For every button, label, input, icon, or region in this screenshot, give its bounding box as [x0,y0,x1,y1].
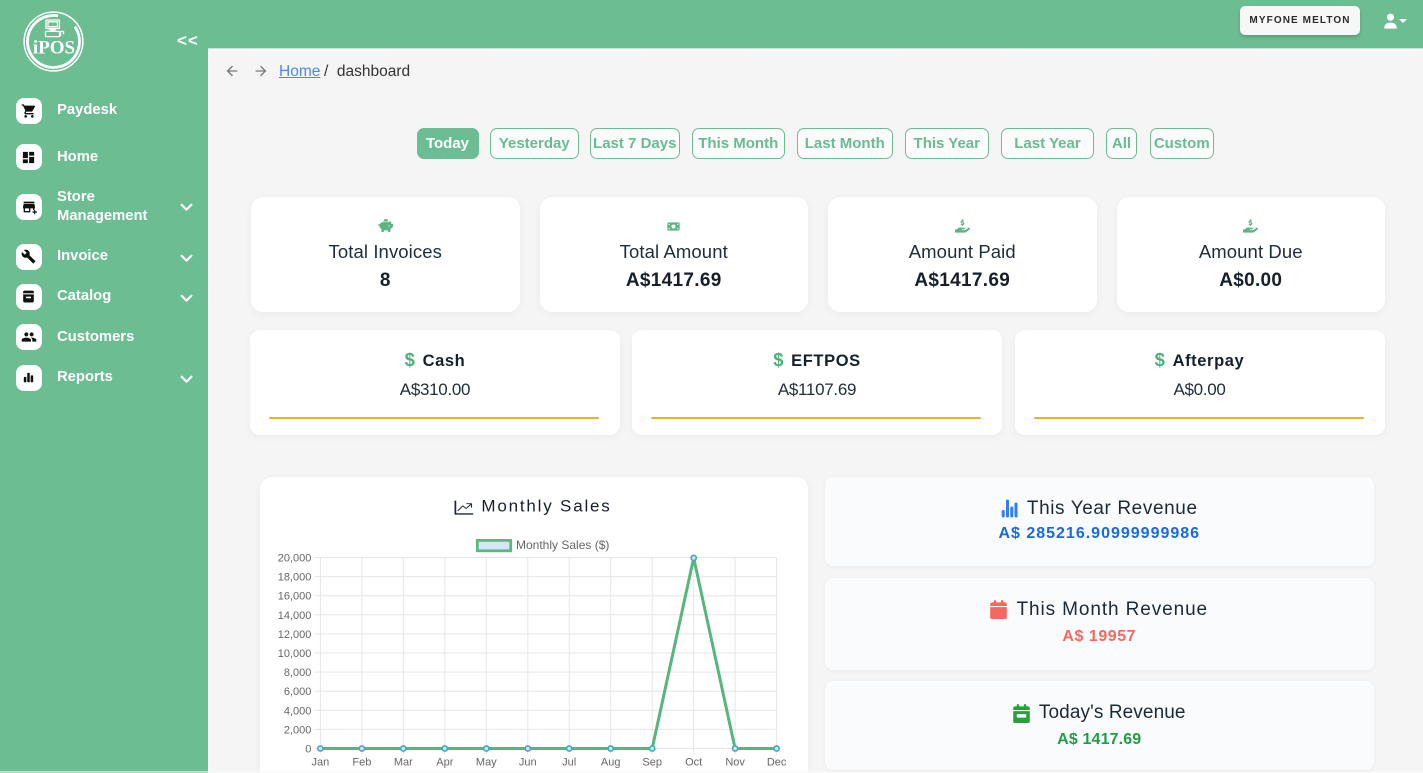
svg-text:May: May [475,757,496,769]
svg-text:Sep: Sep [642,757,662,769]
svg-text:20,000: 20,000 [277,553,311,565]
svg-text:18,000: 18,000 [277,572,311,584]
svg-text:Aug: Aug [600,757,620,769]
svg-text:Nov: Nov [725,757,745,769]
svg-text:16,000: 16,000 [277,591,311,603]
svg-text:12,000: 12,000 [277,629,311,641]
svg-text:Jul: Jul [562,757,576,769]
svg-text:2,000: 2,000 [283,724,311,736]
svg-text:Feb: Feb [352,757,371,769]
svg-text:Apr: Apr [436,757,453,769]
svg-text:4,000: 4,000 [283,705,311,717]
svg-text:Monthly Sales ($): Monthly Sales ($) [516,538,609,552]
svg-text:6,000: 6,000 [283,686,311,698]
svg-text:Monthly Sales: Monthly Sales [481,497,611,516]
svg-text:0: 0 [305,744,311,756]
svg-text:10,000: 10,000 [277,648,311,660]
svg-text:Jun: Jun [518,757,536,769]
svg-text:Jan: Jan [311,757,329,769]
svg-text:Dec: Dec [766,757,786,769]
svg-text:Mar: Mar [393,757,412,769]
svg-text:iPOS: iPOS [33,38,75,59]
svg-text:8,000: 8,000 [283,667,311,679]
svg-text:Oct: Oct [685,757,702,769]
svg-text:14,000: 14,000 [277,610,311,622]
